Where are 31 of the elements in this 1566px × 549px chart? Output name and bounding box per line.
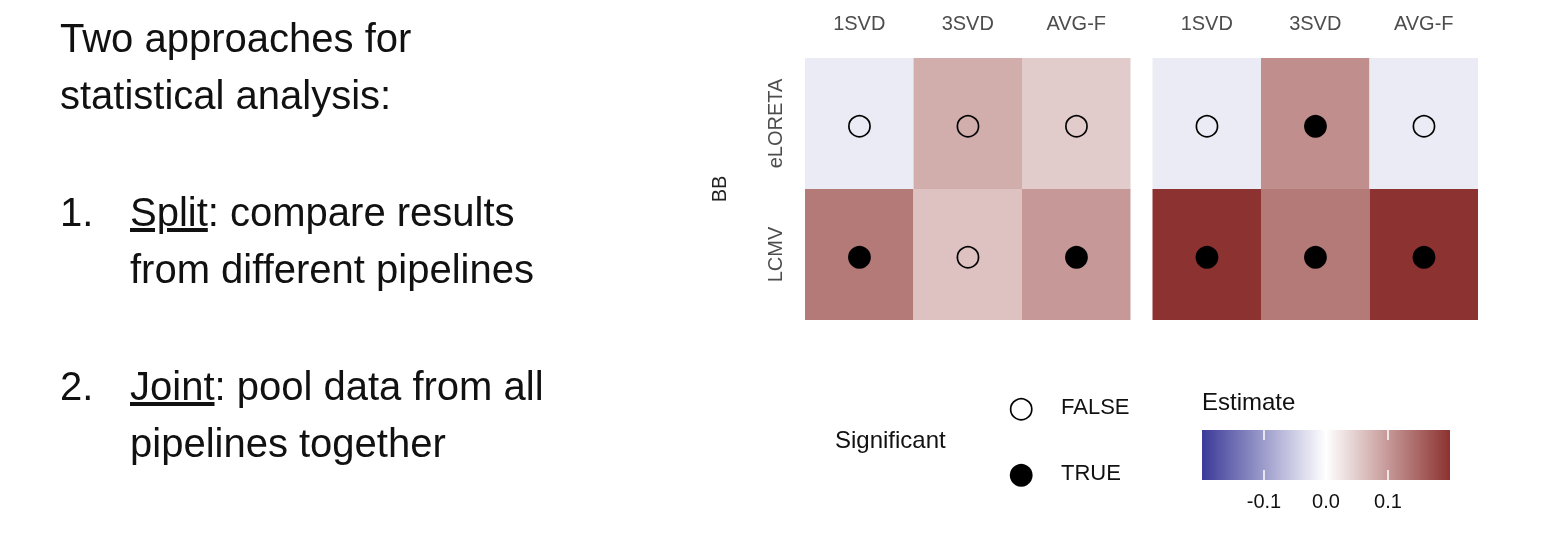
x-tick-label: AVG-F [1046,12,1107,34]
data-label: ○ [846,106,873,141]
data-label: ○ [1410,106,1437,141]
x-tick-label: 3SVD [1289,12,1342,34]
text: ● TRUE [1007,454,1121,490]
data-label: ● [1410,237,1437,272]
color-bar-label: 0.1 [1374,490,1402,512]
data-label: ○ [1063,106,1090,141]
x-tick-label: 1SVD [833,12,886,34]
text: 1. Split: compare results from different pipelines [60,190,534,291]
data-label: ● [1063,237,1090,272]
text: 2. Joint: pool data from all pipelines together [60,364,544,465]
y-axis-title: BB [708,175,730,203]
data-label: ● [846,237,873,272]
data-label: ○ [954,106,981,141]
color-bar-label: -0.1 [1246,490,1282,512]
text: Two approaches for statistical analysis: [60,16,412,117]
data-label: ● [1302,106,1329,141]
x-tick-label: AVG-F [1393,12,1454,34]
color-bar-label: 0.0 [1312,490,1340,512]
y-tick-label: LCMV [764,226,786,283]
legend-title: Significant [835,426,947,453]
y-tick-label: eLORETA [764,78,786,169]
text: ○ FALSE [1007,388,1130,424]
x-tick-label: 1SVD [1180,12,1233,34]
data-label: ○ [1193,106,1220,141]
data-label: ● [1302,237,1329,272]
x-tick-label: 3SVD [941,12,994,34]
data-label: ● [1193,237,1220,272]
data-label: ○ [954,237,981,272]
color-bar-title: Estimate [1202,388,1296,415]
